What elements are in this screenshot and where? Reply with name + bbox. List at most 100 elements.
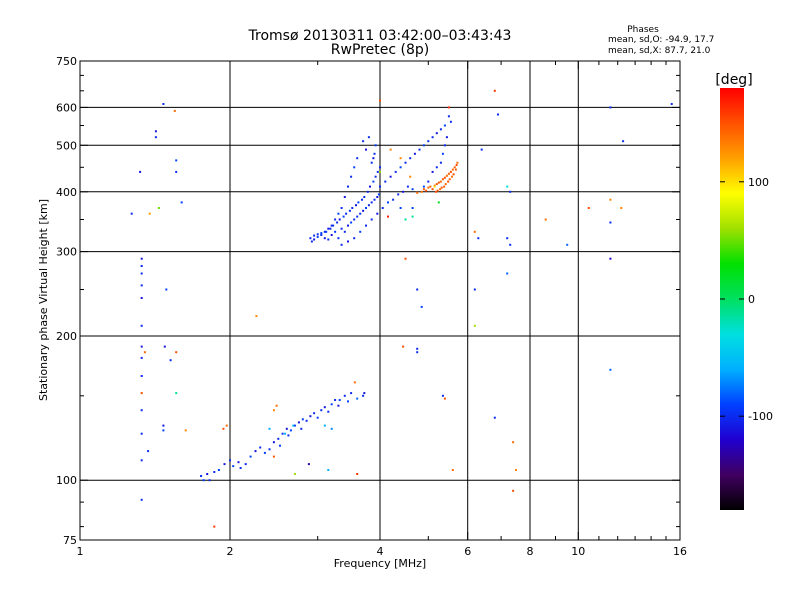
- echo-point: [493, 89, 496, 92]
- echo-point: [609, 257, 612, 260]
- echo-point: [336, 221, 339, 224]
- y-axis-label: Stationary phase Virtual Height [km]: [37, 199, 50, 401]
- data-points: [130, 89, 673, 528]
- echo-point: [363, 392, 366, 395]
- echo-point: [425, 189, 428, 192]
- echo-point: [389, 175, 392, 178]
- echo-point: [436, 189, 439, 192]
- chart-subtitle: RwPretec (8p): [331, 42, 429, 58]
- echo-point: [420, 190, 423, 193]
- echo-point: [300, 427, 303, 430]
- echo-point: [609, 221, 612, 224]
- echo-point: [365, 207, 367, 209]
- echo-point: [200, 475, 203, 477]
- echo-point: [348, 209, 351, 212]
- echo-point: [327, 227, 330, 230]
- echo-point: [316, 416, 319, 419]
- echo-point: [394, 170, 397, 173]
- echo-point: [279, 444, 281, 447]
- echo-point: [566, 243, 569, 246]
- echo-point: [473, 324, 476, 327]
- echo-point: [437, 181, 440, 184]
- colorbar-tick-label: -100: [748, 410, 773, 423]
- echo-point: [334, 230, 337, 233]
- echo-point: [325, 230, 328, 233]
- echo-point: [305, 419, 308, 422]
- echo-point: [447, 172, 450, 175]
- echo-point: [480, 148, 483, 151]
- echo-point: [422, 188, 425, 191]
- y-tick-label: 100: [56, 474, 77, 487]
- echo-point: [340, 227, 343, 230]
- y-tick-label: 300: [56, 246, 77, 259]
- echo-point: [367, 136, 370, 139]
- echo-point: [330, 427, 333, 430]
- echo-point: [362, 394, 365, 397]
- echo-point: [334, 218, 337, 221]
- chart-title: Tromsø 20130311 03:42:00–03:43:43: [248, 28, 512, 44]
- echo-point: [404, 218, 407, 221]
- echo-point: [323, 424, 326, 427]
- echo-point: [384, 180, 387, 183]
- echo-point: [455, 164, 458, 166]
- echo-point: [379, 99, 381, 102]
- echo-point: [162, 103, 165, 105]
- echo-point: [320, 409, 323, 412]
- y-tick-label: 400: [56, 186, 77, 199]
- echo-point: [323, 406, 326, 409]
- echo-point: [365, 224, 367, 227]
- echo-point: [147, 450, 150, 453]
- echo-point: [169, 359, 172, 362]
- echo-point: [376, 212, 379, 215]
- echo-point: [327, 410, 330, 413]
- echo-point: [140, 432, 143, 435]
- colorbar-label: [deg]: [715, 72, 752, 88]
- echo-point: [287, 434, 290, 437]
- echo-point: [372, 180, 375, 183]
- echo-point: [268, 448, 271, 451]
- echo-point: [340, 243, 343, 246]
- echo-point: [433, 185, 436, 188]
- echo-point: [373, 198, 376, 201]
- echo-point: [323, 230, 326, 233]
- echo-point: [359, 230, 362, 233]
- echo-point: [454, 168, 457, 171]
- echo-point: [443, 397, 446, 400]
- echo-point: [376, 170, 379, 173]
- echo-point: [374, 175, 377, 178]
- echo-point: [320, 234, 323, 236]
- echo-point: [140, 409, 143, 412]
- echo-point: [275, 404, 278, 407]
- echo-point: [387, 215, 389, 218]
- echo-point: [609, 198, 612, 201]
- colorbar-tick-label: 0: [748, 293, 755, 306]
- echo-point: [439, 188, 442, 191]
- y-tick-label: 75: [63, 534, 77, 547]
- echo-point: [334, 399, 337, 401]
- y-tick-label: 600: [56, 101, 77, 114]
- echo-point: [263, 451, 266, 454]
- echo-point: [356, 397, 359, 400]
- echo-point: [355, 204, 357, 207]
- echo-point: [244, 463, 247, 466]
- colorbar-ticks: -100 0 100: [720, 176, 773, 423]
- echo-point: [347, 240, 349, 243]
- echo-point: [143, 351, 146, 354]
- echo-point: [437, 201, 440, 204]
- echo-point: [441, 394, 444, 397]
- echo-point: [381, 207, 384, 209]
- echo-point: [449, 170, 452, 173]
- echo-point: [379, 185, 381, 188]
- echo-point: [175, 392, 178, 395]
- echo-point: [327, 238, 330, 241]
- echo-point: [416, 288, 419, 291]
- echo-point: [327, 469, 330, 471]
- x-axis-ticks: 1 2 4 6 8 10 16: [77, 61, 687, 558]
- echo-point: [272, 441, 275, 444]
- echo-point: [351, 207, 354, 209]
- echo-point: [330, 224, 333, 227]
- echo-point: [140, 375, 143, 377]
- echo-point: [140, 257, 143, 260]
- echo-point: [140, 498, 143, 501]
- echo-point: [268, 427, 271, 430]
